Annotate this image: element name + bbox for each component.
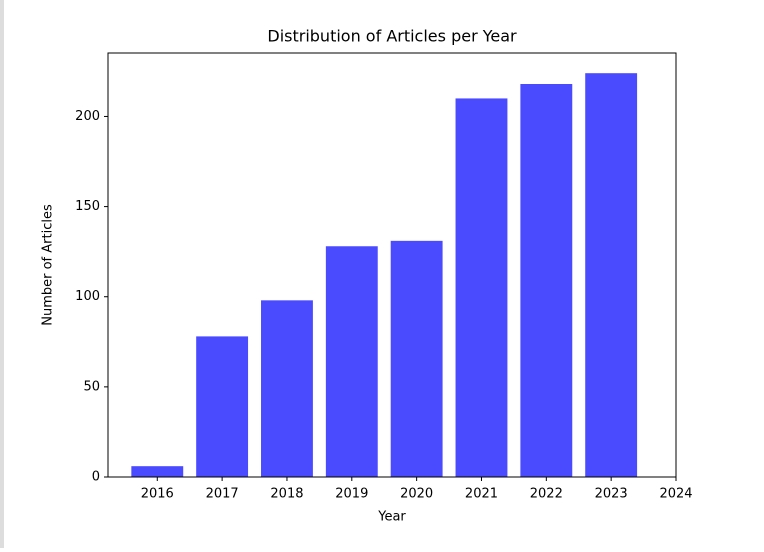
bar xyxy=(520,84,573,477)
y-tick-label: 50 xyxy=(83,379,100,394)
x-tick-label: 2022 xyxy=(530,487,563,502)
x-tick-label: 2024 xyxy=(659,487,692,502)
y-tick-label: 200 xyxy=(75,109,100,124)
plot-frame xyxy=(107,52,677,478)
x-tick-label: 2017 xyxy=(206,487,239,502)
x-tick-label: 2016 xyxy=(141,487,174,502)
y-axis-label: Number of Articles xyxy=(41,204,56,326)
x-axis-label: Year xyxy=(377,510,406,525)
x-tick-label: 2019 xyxy=(335,487,368,502)
bar xyxy=(390,240,443,477)
bar xyxy=(131,466,184,477)
y-tick-label: 100 xyxy=(75,289,100,304)
x-tick-label: 2018 xyxy=(270,487,303,502)
bar xyxy=(261,300,313,477)
y-tick-label: 0 xyxy=(92,470,100,485)
bar xyxy=(585,73,638,477)
chart-title: Distribution of Articles per Year xyxy=(267,27,517,46)
bar xyxy=(196,336,249,477)
bar xyxy=(325,246,378,477)
y-tick-label: 150 xyxy=(75,199,100,214)
window-edge xyxy=(0,0,4,548)
bar xyxy=(455,98,508,477)
x-tick-label: 2023 xyxy=(595,487,628,502)
x-tick-label: 2021 xyxy=(465,487,498,502)
x-tick-label: 2020 xyxy=(400,487,433,502)
